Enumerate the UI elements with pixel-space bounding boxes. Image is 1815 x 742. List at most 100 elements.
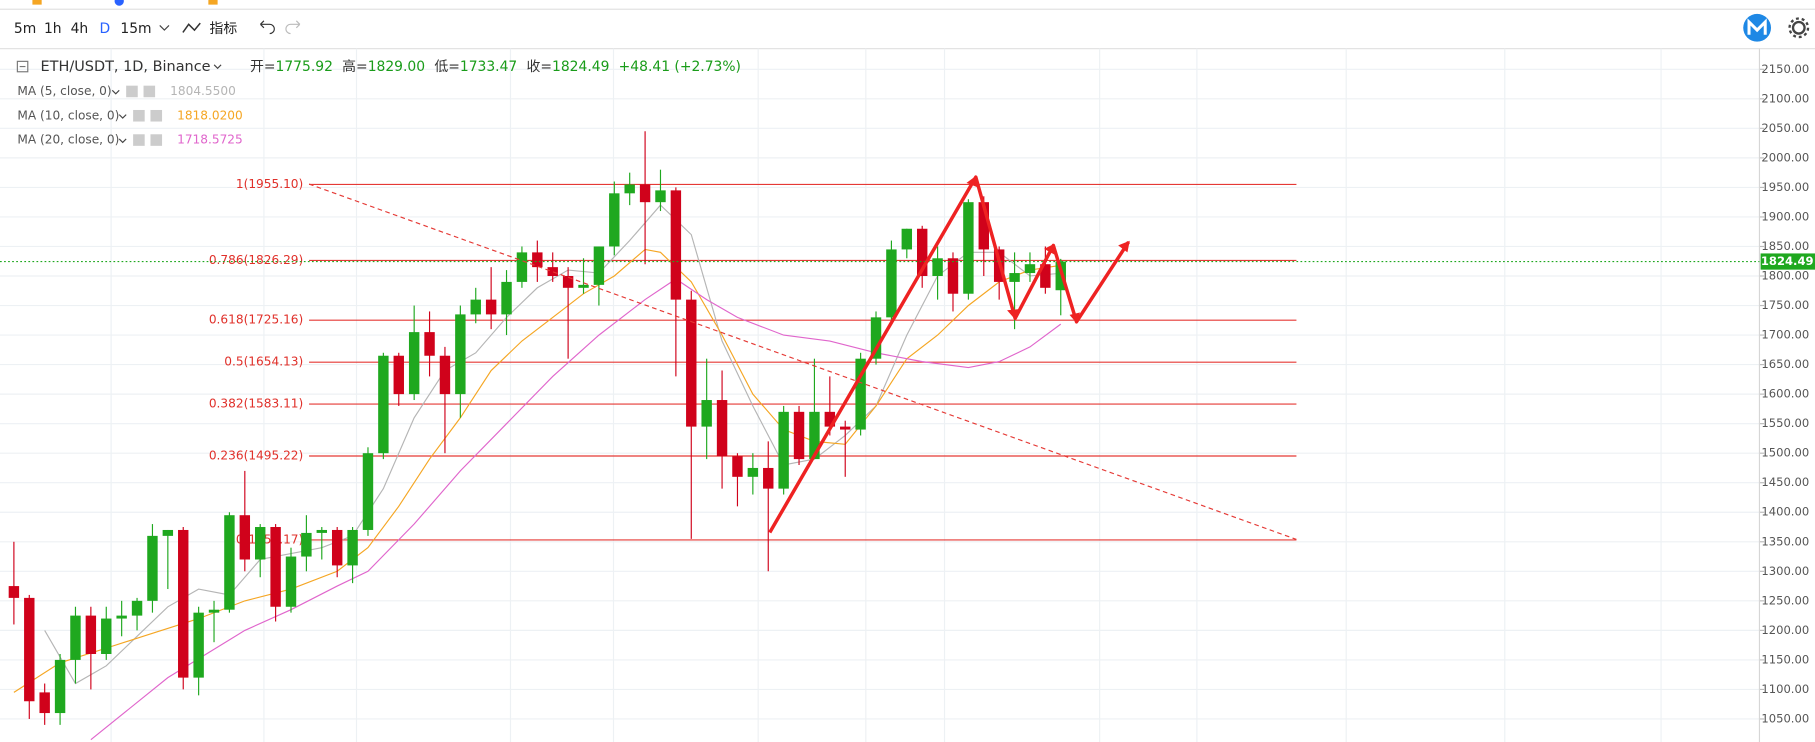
- candle-body: [716, 400, 728, 457]
- ohlc-key: 低=: [434, 59, 460, 75]
- candle-body: [270, 527, 281, 607]
- y-tick-label: 1950.00: [1761, 180, 1809, 194]
- y-tick-label: 1300.00: [1761, 564, 1809, 578]
- candle-body: [301, 532, 312, 557]
- legend-name: MA (10, close, 0): [17, 108, 119, 122]
- dropdown-icon[interactable]: [213, 64, 222, 70]
- candle-body: [147, 535, 158, 601]
- candle-body: [963, 202, 974, 294]
- logo-mark: [1747, 18, 1767, 35]
- candle-body: [224, 515, 235, 610]
- candle-body: [578, 284, 589, 288]
- candle-body: [8, 586, 20, 598]
- tab-icon: [32, 0, 42, 5]
- settings-icon[interactable]: [1788, 17, 1810, 39]
- fib-label: 0.5(1654.13): [224, 355, 303, 369]
- remove-icon: [150, 134, 163, 146]
- candle-body: [255, 527, 266, 560]
- symbol-title: ETH/USDT, 1D, Binance: [41, 59, 211, 75]
- interval-button[interactable]: 15m: [120, 21, 151, 37]
- change: +48.41 (+2.73%): [619, 59, 741, 75]
- dropdown-icon[interactable]: [159, 25, 170, 31]
- y-tick-label: 1500.00: [1761, 446, 1809, 460]
- candle-body: [732, 456, 743, 477]
- interval-button[interactable]: D: [100, 21, 111, 37]
- moving-average: [90, 278, 1062, 741]
- dropdown-icon: [118, 114, 127, 119]
- candle-body: [809, 411, 820, 460]
- y-tick-label: 1650.00: [1761, 357, 1809, 371]
- interval-button[interactable]: 1h: [44, 21, 62, 37]
- y-tick-label: 1900.00: [1761, 209, 1809, 223]
- candle-body: [285, 556, 297, 607]
- candle-body: [378, 355, 389, 454]
- fib-label: 0.618(1725.16): [209, 313, 303, 327]
- dropdown-icon: [111, 89, 120, 95]
- arrow-path: [768, 175, 1131, 534]
- candle-body: [24, 597, 35, 702]
- candle-body: [1040, 264, 1051, 288]
- remove-icon: [143, 85, 156, 98]
- candle-body: [208, 609, 220, 613]
- collapse-icon[interactable]: [16, 60, 29, 73]
- undo-icon[interactable]: [260, 20, 275, 35]
- ohlc-value: 1829.00: [368, 59, 425, 75]
- indicators-button[interactable]: 指标: [210, 21, 238, 37]
- candle-body: [824, 411, 836, 427]
- candle-body: [131, 600, 143, 616]
- y-tick-label: 1750.00: [1761, 298, 1809, 312]
- arrow-head: [1118, 240, 1130, 253]
- candle-body: [840, 426, 851, 430]
- y-tick-label: 1550.00: [1761, 416, 1809, 430]
- candle-body: [101, 618, 112, 654]
- ohlc-key: 开=: [250, 59, 276, 75]
- redo-icon[interactable]: [285, 20, 301, 35]
- arrow-head: [1044, 244, 1055, 255]
- y-tick-label: 1350.00: [1761, 534, 1809, 548]
- interval-button[interactable]: 5m: [14, 21, 36, 37]
- legend-value: 1818.0200: [177, 108, 243, 122]
- candle-body: [439, 355, 451, 395]
- y-tick-label: 2150.00: [1761, 62, 1809, 76]
- indicator-icon[interactable]: [182, 22, 201, 33]
- ohlc-value: 1733.47: [460, 59, 517, 75]
- candle-body: [886, 249, 897, 318]
- candle-body: [763, 467, 774, 489]
- candle-body: [408, 332, 420, 395]
- candle-body: [162, 529, 174, 536]
- fib-label: 0.236(1495.22): [209, 449, 303, 463]
- candle-body: [670, 190, 682, 300]
- candle-body: [54, 659, 66, 714]
- legend-value: 1718.5725: [177, 133, 243, 147]
- candle-body: [778, 411, 789, 489]
- series: 1(1955.10) 0.786(1826.29) 0.618(1725.16) 0.…: [0, 131, 1815, 741]
- y-tick-label: 1700.00: [1761, 328, 1809, 342]
- candle-body: [1024, 264, 1036, 274]
- grid: 1050.00 1100.00 1150.00 1200.00 1250.00 1300.…: [0, 48, 1809, 742]
- ohlc-value: 1824.49: [552, 59, 609, 75]
- logo[interactable]: [1743, 13, 1772, 42]
- y-tick-label: 1600.00: [1761, 387, 1809, 401]
- ohlc-value: 1775.92: [276, 59, 333, 75]
- candle-body: [39, 692, 50, 714]
- y-tick-label: 1150.00: [1761, 652, 1809, 666]
- y-tick-label: 1800.00: [1761, 269, 1809, 283]
- ohlc-key: 高=: [342, 58, 368, 75]
- tab-icon: [208, 0, 218, 5]
- y-tick-label: 2000.00: [1761, 150, 1809, 164]
- interval-button[interactable]: 4h: [71, 21, 89, 37]
- candle-body: [455, 314, 466, 395]
- candle-body: [870, 317, 882, 359]
- y-tick-label: 1100.00: [1761, 682, 1809, 696]
- candle-body: [393, 355, 404, 395]
- y-tick-label: 2100.00: [1761, 91, 1809, 105]
- fib-label: 0(1353.17): [236, 532, 303, 546]
- settings-icon[interactable]: [1791, 20, 1806, 35]
- candle-body: [532, 252, 543, 268]
- last-price-tag: [1760, 253, 1815, 270]
- candle-body: [547, 267, 558, 277]
- candle-body: [316, 529, 328, 533]
